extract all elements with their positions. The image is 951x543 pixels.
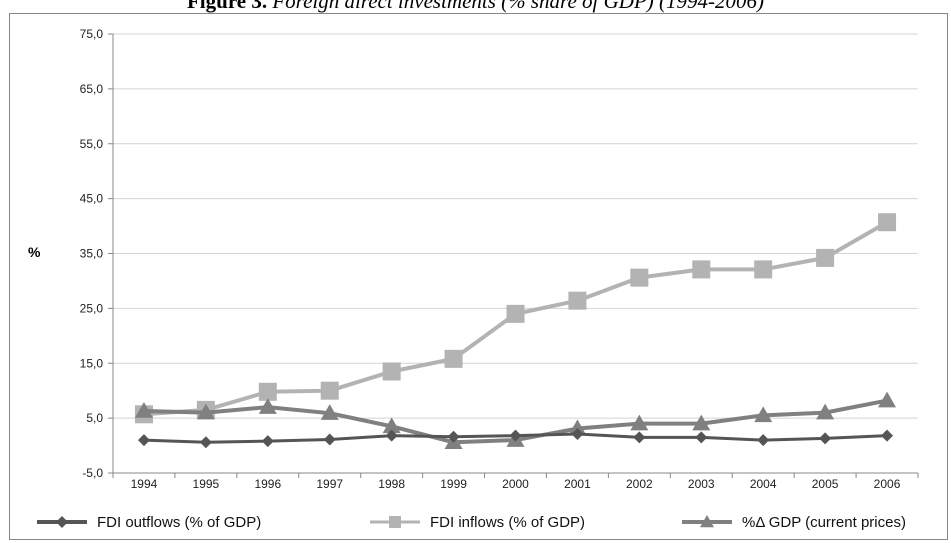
x-tick-labels: 1994 1995 1996 1997 1998 1999 2000 2001 2002 2003… [131,477,901,491]
x-tick-label: 2001 [564,477,591,491]
figure-caption: Foreign direct investments (% share of G… [272,0,764,13]
data-point-square [692,260,711,279]
y-tick-label: 5,0 [86,411,103,425]
data-point-square [382,362,401,381]
legend: FDI outflows (% of GDP) FDI inflows (% of… [37,514,906,531]
y-tick-label: 15,0 [80,356,104,370]
legend-item: FDI outflows (% of GDP) [37,514,261,531]
data-point-square [506,304,525,323]
y-tick-label: 75,0 [80,27,104,41]
y-tick-label: 35,0 [80,247,104,261]
data-point-triangle [878,391,897,408]
chart-frame [9,13,948,540]
data-point-diamond [757,434,770,447]
y-tick-label: 45,0 [80,192,104,206]
data-point-diamond [819,432,832,445]
data-point-triangle [754,406,773,423]
data-point-square [389,516,401,528]
x-tick-label: 2000 [502,477,529,491]
data-point-square [816,248,835,267]
x-tick-label: 1998 [378,477,405,491]
data-point-square [444,349,463,368]
data-point-diamond [695,431,708,444]
data-point-diamond [56,516,68,528]
data-point-triangle [568,419,587,436]
data-point-triangle [134,401,153,418]
data-point-square [630,268,649,287]
series-fdi-outflows [137,428,894,449]
data-point-square [878,213,897,232]
data-point-triangle [196,403,215,420]
data-point-diamond [385,429,398,442]
series-fdi-inflows [134,213,897,424]
data-point-triangle [630,414,649,431]
data-point-square [568,291,587,310]
legend-item: FDI inflows (% of GDP) [370,514,585,531]
legend-label: %Δ GDP (current prices) [742,514,906,531]
data-point-diamond [137,434,150,447]
legend-label: FDI inflows (% of GDP) [430,514,585,531]
x-tick-label: 2002 [626,477,653,491]
x-tick-label: 1996 [254,477,281,491]
y-tick-label: 65,0 [80,82,104,96]
data-point-diamond [199,436,212,449]
x-tick-label: 1997 [316,477,343,491]
data-point-triangle [816,403,835,420]
x-tick-label: 1994 [131,477,158,491]
data-point-triangle [692,414,711,431]
x-tick-label: 2006 [874,477,901,491]
data-point-diamond [261,435,274,448]
axes [108,33,919,478]
series-group [134,213,897,450]
chart-title: Figure 3. Foreign direct investments (% … [0,0,951,13]
data-point-triangle [382,417,401,434]
legend-item: %Δ GDP (current prices) [682,514,906,531]
data-point-triangle [700,515,714,528]
data-point-diamond [571,428,584,441]
y-tick-label: -5,0 [82,466,103,480]
data-point-diamond [447,430,460,443]
data-point-diamond [323,433,336,446]
x-tick-label: 1999 [440,477,467,491]
data-point-square [258,382,277,401]
y-tick-labels: 75,0 65,0 55,0 45,0 35,0 25,0 15,0 5,0 -5,0 [80,27,104,480]
x-tick-label: 1995 [193,477,220,491]
x-tick-label: 2003 [688,477,715,491]
figure-number: Figure 3. [186,0,268,13]
data-point-diamond [881,429,894,442]
data-point-square [320,381,339,400]
gridlines [113,33,918,419]
x-tick-label: 2005 [812,477,839,491]
data-point-triangle [320,404,339,420]
data-point-triangle [258,398,277,414]
y-tick-label: 55,0 [80,137,104,151]
y-tick-label: 25,0 [80,301,104,315]
data-point-square [754,260,773,279]
data-point-diamond [509,429,522,442]
legend-label: FDI outflows (% of GDP) [97,514,261,531]
data-point-diamond [633,431,646,444]
x-tick-label: 2004 [750,477,777,491]
y-axis-label: % [28,244,41,260]
